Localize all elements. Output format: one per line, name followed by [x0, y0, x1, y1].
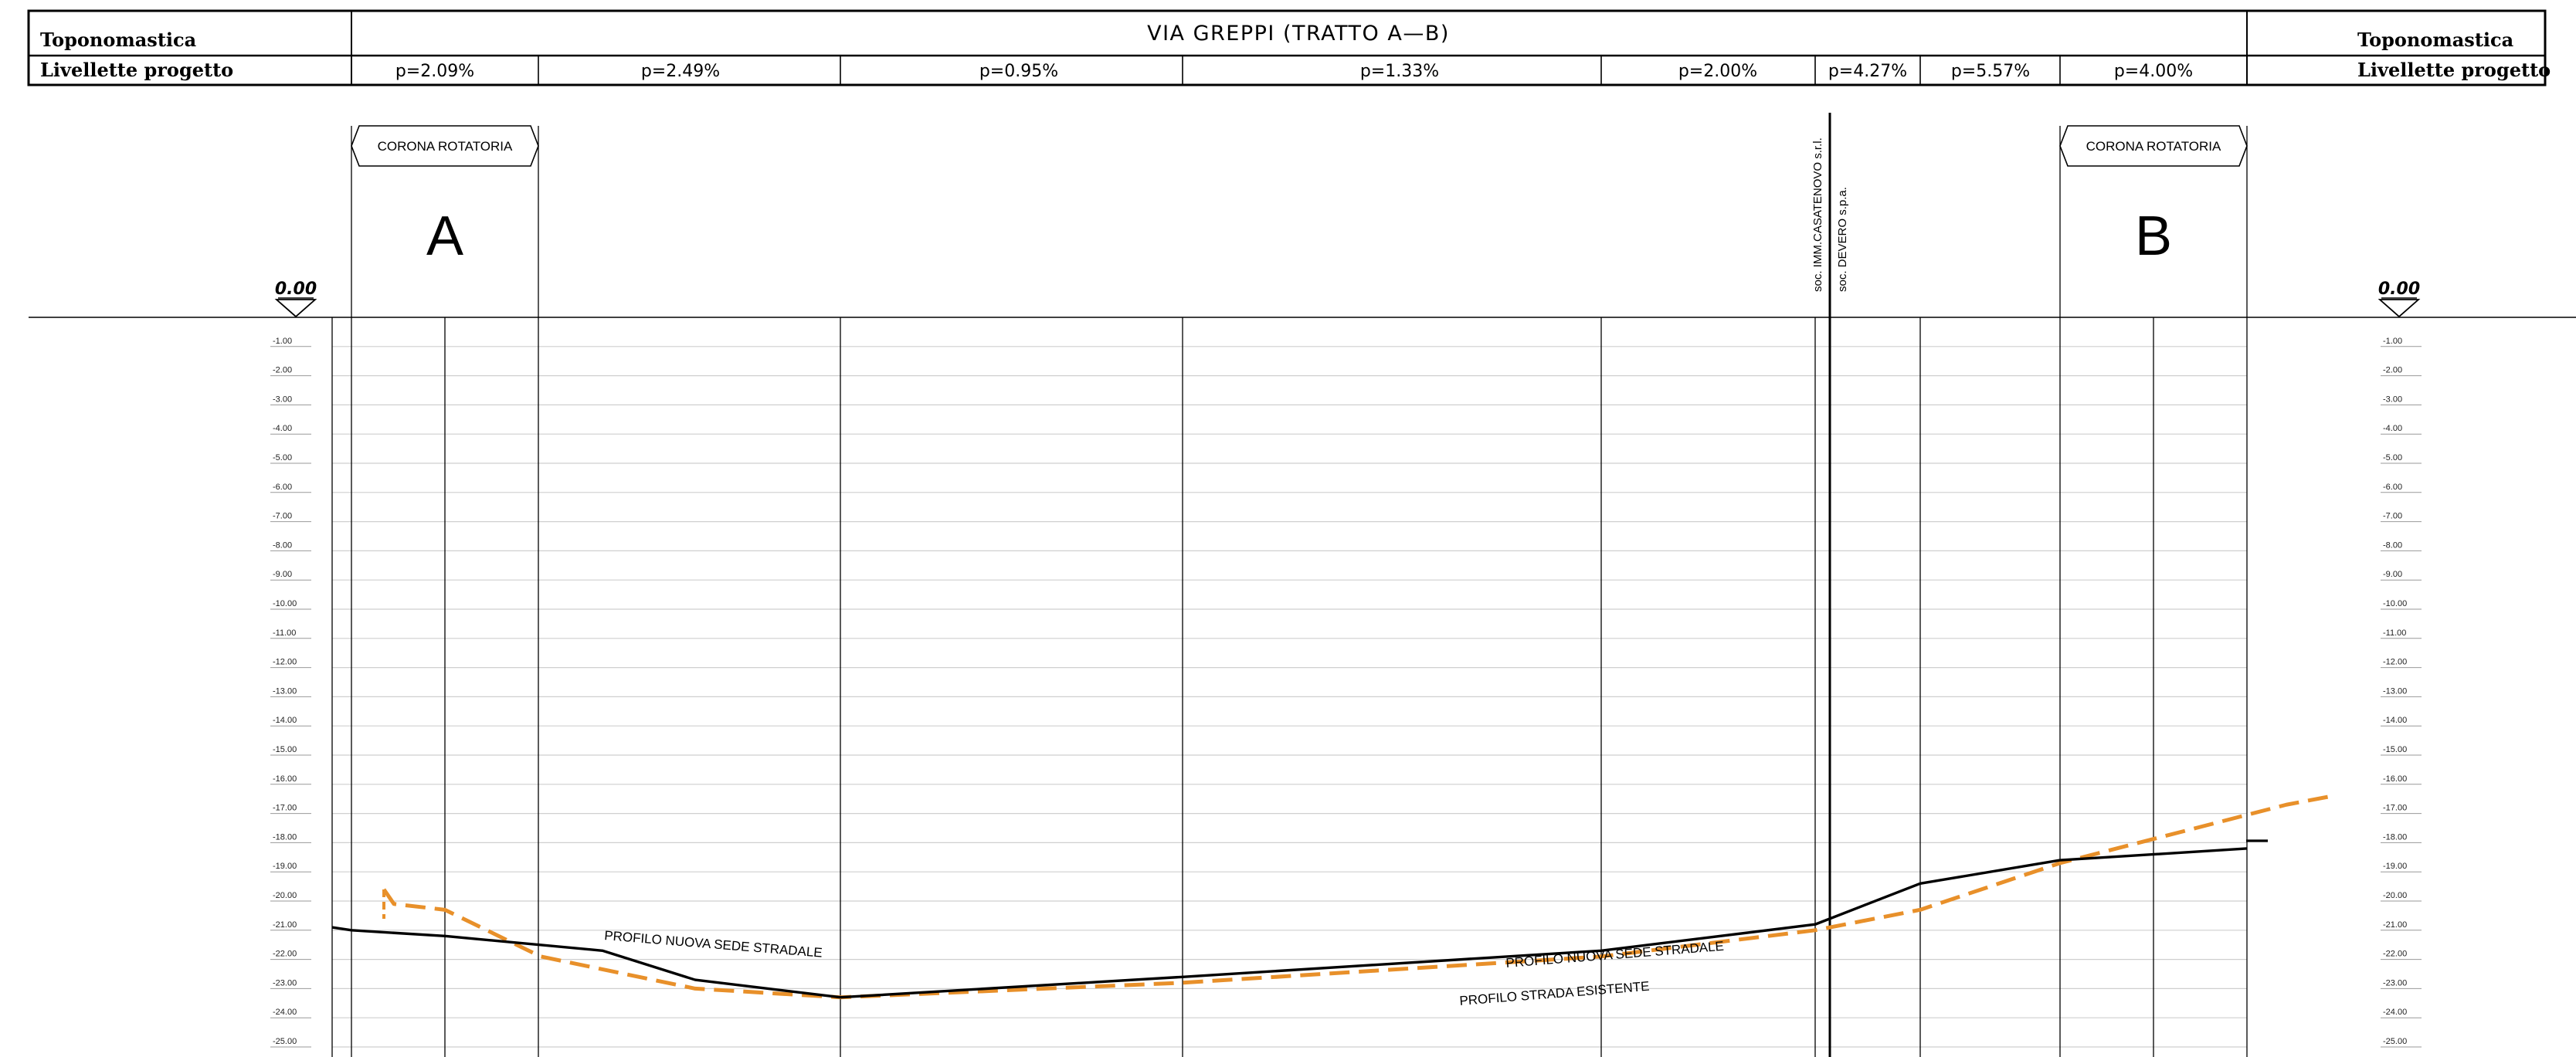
depth-tick-label: -20.00	[2383, 891, 2407, 900]
slope-label-5: p=2.00%	[1678, 62, 1757, 81]
depth-tick-label: -15.00	[273, 745, 297, 754]
depth-tick-label: -13.00	[273, 686, 297, 696]
depth-tick-label: -9.00	[2383, 570, 2402, 579]
marker-a-label: CORONA ROTATORIA	[378, 139, 513, 154]
depth-tick-label: -14.00	[2383, 716, 2407, 725]
header-table: Toponomastica Toponomastica Livellette p…	[27, 9, 2551, 86]
depth-tick-label: -21.00	[2383, 920, 2407, 930]
depth-tick-label: -17.00	[273, 804, 297, 813]
slope-label-7: p=5.57%	[1951, 62, 2030, 81]
depth-scale-right: -1.00 -2.00 -3.00 -4.00 -5.00 -6.00 -7.00 -8.00…	[2381, 337, 2422, 1048]
depth-tick-label: -16.00	[2383, 774, 2407, 784]
depth-tick-label: -15.00	[2383, 745, 2407, 754]
depth-tick-label: -18.00	[273, 832, 297, 842]
depth-tick-label: -14.00	[273, 716, 297, 725]
depth-scale-left: -1.00 -2.00 -3.00 -4.00 -5.00 -6.00 -7.00 -8.00…	[270, 337, 311, 1048]
existing-profile-label: PROFILO STRADA ESISTENTE	[1459, 979, 1650, 1008]
depth-tick-label: -11.00	[2383, 628, 2406, 638]
depth-tick-label: -23.00	[273, 978, 297, 988]
toponomastica-right-label: Toponomastica	[2357, 29, 2513, 51]
depth-tick-label: -23.00	[2383, 978, 2407, 988]
depth-tick-label: -21.00	[273, 920, 297, 930]
slope-label-4: p=1.33%	[1360, 62, 1439, 81]
depth-tick-label: -7.00	[2383, 512, 2402, 521]
road-section-title: VIA GREPPI (TRATTO A—B)	[1147, 22, 1450, 46]
depth-tick-label: -5.00	[2383, 453, 2402, 462]
depth-tick-label: -3.00	[2383, 395, 2402, 404]
slope-label-8: p=4.00%	[2114, 62, 2193, 81]
depth-tick-label: -6.00	[273, 483, 292, 492]
depth-tick-label: -3.00	[273, 395, 292, 404]
marker-a: CORONA ROTATORIA A	[351, 125, 539, 267]
depth-tick-label: -24.00	[273, 1008, 297, 1017]
depth-tick-label: -10.00	[2383, 599, 2407, 608]
depth-tick-label: -22.00	[2383, 950, 2407, 959]
new-road-profile	[331, 847, 2248, 999]
new-profile-label-right: PROFILO NUOVA SEDE STRADALE	[1505, 939, 1725, 971]
depth-tick-label: -24.00	[2383, 1008, 2407, 1017]
slope-label-3: p=0.95%	[979, 62, 1058, 81]
depth-gridlines	[332, 346, 2247, 1048]
depth-tick-label: -16.00	[273, 774, 297, 784]
depth-tick-label: -2.00	[2383, 366, 2402, 375]
marker-b-label: CORONA ROTATORIA	[2086, 139, 2221, 154]
depth-tick-label: -10.00	[273, 599, 297, 608]
datum-marker-left: 0.00	[274, 279, 317, 318]
depth-tick-label: -2.00	[273, 366, 292, 375]
property-owner-casatenovo: soc. IMM.CASATENOVO s.r.l.	[1811, 137, 1824, 292]
depth-tick-label: -22.00	[273, 950, 297, 959]
slope-label-2: p=2.49%	[641, 62, 720, 81]
depth-tick-label: -12.00	[2383, 658, 2407, 667]
depth-tick-label: -25.00	[2383, 1037, 2407, 1046]
depth-tick-label: -5.00	[273, 453, 292, 462]
marker-b: CORONA ROTATORIA B	[2059, 125, 2248, 267]
marker-b-letter: B	[2135, 205, 2172, 267]
datum-marker-right: 0.00	[2377, 279, 2421, 318]
depth-tick-label: -25.00	[273, 1037, 297, 1046]
depth-tick-label: -7.00	[273, 512, 292, 521]
depth-tick-label: -1.00	[273, 337, 292, 346]
depth-tick-label: -4.00	[273, 424, 292, 433]
depth-tick-label: -13.00	[2383, 686, 2407, 696]
new-profile-label-left: PROFILO NUOVA SEDE STRADALE	[604, 928, 823, 960]
marker-a-letter: A	[426, 205, 463, 267]
depth-tick-label: -12.00	[273, 658, 297, 667]
depth-tick-label: -17.00	[2383, 804, 2407, 813]
datum-right-label: 0.00	[2378, 279, 2420, 299]
slope-label-6: p=4.27%	[1828, 62, 1907, 81]
property-owner-devero: soc. DEVERO s.p.a.	[1836, 187, 1849, 292]
depth-tick-label: -19.00	[273, 862, 297, 871]
depth-tick-label: -19.00	[2383, 862, 2407, 871]
depth-tick-label: -20.00	[273, 891, 297, 900]
depth-tick-label: -8.00	[2383, 540, 2402, 550]
depth-tick-label: -1.00	[2383, 337, 2402, 346]
datum-left-label: 0.00	[275, 279, 317, 299]
depth-tick-label: -11.00	[273, 628, 296, 638]
slope-label-1: p=2.09%	[395, 62, 474, 81]
livellette-left-label: Livellette progetto	[40, 59, 233, 81]
section-lines	[331, 126, 2248, 1057]
depth-tick-label: -9.00	[273, 570, 292, 579]
toponomastica-left-label: Toponomastica	[40, 29, 196, 51]
depth-tick-label: -4.00	[2383, 424, 2402, 433]
existing-road-profile	[382, 794, 2333, 1000]
depth-tick-label: -18.00	[2383, 832, 2407, 842]
depth-tick-label: -6.00	[2383, 483, 2402, 492]
livellette-right-label: Livellette progetto	[2357, 59, 2551, 81]
depth-tick-label: -8.00	[273, 540, 292, 550]
